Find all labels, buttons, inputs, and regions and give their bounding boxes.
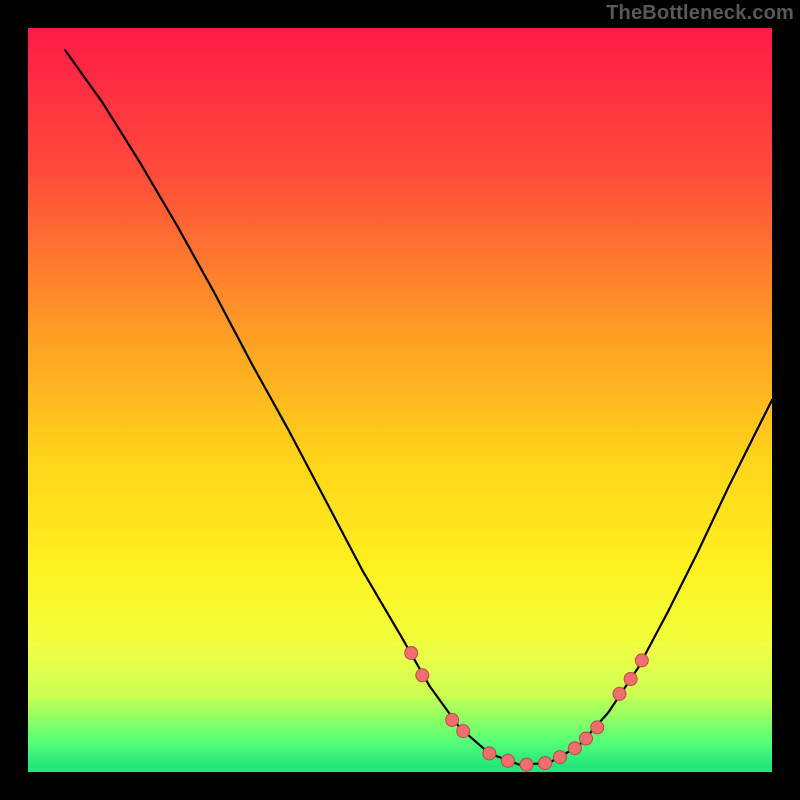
data-marker [539, 757, 552, 770]
data-marker [624, 673, 637, 686]
data-marker [580, 732, 593, 745]
chart-frame: TheBottleneck.com [0, 0, 800, 800]
bottleneck-chart [0, 0, 800, 800]
data-marker [501, 754, 514, 767]
data-marker [520, 758, 533, 771]
data-marker [446, 713, 459, 726]
data-marker [405, 647, 418, 660]
bottom-green-band [28, 767, 772, 772]
data-marker [568, 742, 581, 755]
highlight-band [28, 642, 772, 698]
data-marker [591, 721, 604, 734]
data-marker [554, 751, 567, 764]
data-marker [613, 687, 626, 700]
data-marker [416, 669, 429, 682]
data-marker [483, 747, 496, 760]
watermark-text: TheBottleneck.com [606, 2, 794, 25]
data-marker [457, 725, 470, 738]
data-marker [635, 654, 648, 667]
